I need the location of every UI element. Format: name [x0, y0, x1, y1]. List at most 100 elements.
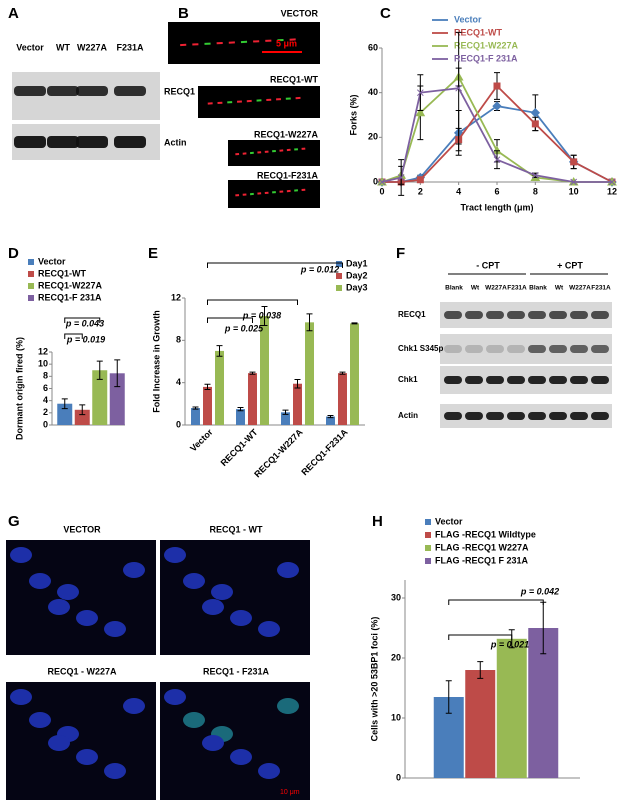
- fiber-image: [228, 140, 320, 166]
- lane-label: Wt: [471, 285, 480, 292]
- panel-label: B: [178, 5, 189, 22]
- blot-band: [528, 345, 546, 353]
- blot-band: [549, 311, 567, 319]
- y-tick-label: 20: [391, 652, 401, 662]
- annotation: p = 0.019: [66, 334, 105, 344]
- y-axis-label: Fold Increase in Growth: [151, 310, 161, 413]
- y-tick-label: 12: [171, 292, 181, 302]
- legend-label: RECQ1-W227A: [454, 40, 519, 50]
- panel-label: F: [396, 245, 405, 262]
- nucleus: [258, 763, 280, 779]
- legend-label: RECQ1-F 231A: [38, 292, 102, 302]
- x-tick-label: RECQ1-W227A: [252, 427, 305, 480]
- y-tick-label: 60: [368, 42, 378, 52]
- point: [608, 178, 616, 186]
- lane-label: Wt: [555, 285, 564, 292]
- y-tick-label: 0: [396, 772, 401, 782]
- legend-swatch: [336, 285, 342, 291]
- point: [416, 176, 424, 184]
- bar: [496, 638, 527, 778]
- nucleus: [29, 573, 51, 589]
- row-label: Chk1 S345p: [398, 344, 443, 353]
- bracket: [448, 634, 513, 640]
- blot-band: [14, 86, 46, 96]
- y-tick-label: 20: [368, 132, 378, 142]
- bar: [57, 403, 73, 425]
- point: [397, 174, 405, 181]
- cell-image: [6, 540, 156, 655]
- lane-label: Blank: [529, 285, 547, 292]
- blot-band: [549, 345, 567, 353]
- error-bar: [261, 305, 268, 327]
- error-bar: [327, 414, 334, 419]
- nucleus: [202, 735, 224, 751]
- bar: [260, 315, 269, 425]
- legend-label: FLAG -RECQ1 Wildtype: [435, 529, 536, 539]
- point: [531, 171, 539, 179]
- bracket: [448, 599, 544, 605]
- nucleus: [48, 735, 70, 751]
- x-axis-label: Tract length (μm): [460, 202, 533, 212]
- blot-band: [570, 311, 588, 319]
- nucleus: [104, 621, 126, 637]
- legend-label: RECQ1-WT: [454, 27, 502, 37]
- nucleus: [183, 573, 205, 589]
- legend-swatch: [425, 558, 431, 564]
- bar: [465, 670, 496, 778]
- blot-band: [528, 376, 546, 384]
- panel-label: H: [372, 513, 383, 530]
- error-bar: [114, 359, 121, 388]
- lane-label: W227A: [77, 42, 108, 52]
- blot-band: [465, 311, 483, 319]
- legend-label: RECQ1-WT: [38, 268, 86, 278]
- annotation: p = 0.012: [300, 264, 339, 274]
- blot-band: [114, 86, 146, 96]
- lane-label: Blank: [445, 285, 463, 292]
- x-tick-label: Vector: [188, 427, 215, 454]
- blot-band: [528, 311, 546, 319]
- bar: [326, 416, 335, 425]
- legend-label: RECQ1-F 231A: [454, 53, 518, 63]
- legend-swatch: [336, 273, 342, 279]
- bracket: [207, 317, 253, 323]
- blot-band: [591, 412, 609, 420]
- blot-band: [465, 345, 483, 353]
- x-tick-label: 2: [418, 186, 423, 196]
- nucleus: [277, 562, 299, 578]
- legend-label: RECQ1-W227A: [38, 280, 103, 290]
- error-bar: [282, 409, 289, 415]
- y-tick-label: 10: [38, 359, 48, 369]
- error-bar: [192, 406, 199, 410]
- legend-label: Vector: [454, 14, 482, 24]
- x-tick-label: 8: [533, 186, 538, 196]
- x-tick-label: 6: [494, 186, 499, 196]
- row-label: Actin: [398, 411, 418, 420]
- blot-band: [507, 311, 525, 319]
- blot-band: [444, 376, 462, 384]
- x-tick-label: 0: [379, 186, 384, 196]
- point: [415, 107, 426, 117]
- blot-band: [486, 412, 504, 420]
- error-bar: [339, 371, 346, 375]
- annotation: p = 0.038: [242, 310, 281, 320]
- nucleus: [76, 610, 98, 626]
- cell-label: RECQ1 - W227A: [47, 666, 117, 676]
- x-tick-label: RECQ1-WT: [219, 427, 260, 468]
- y-axis-label: Cells with >20 53BP1 foci (%): [369, 617, 379, 742]
- bar: [293, 383, 302, 425]
- nucleus: [277, 698, 299, 714]
- nucleus: [123, 698, 145, 714]
- blot-band: [76, 136, 108, 148]
- legend-label: FLAG -RECQ1 F 231A: [435, 555, 529, 565]
- panel-label: C: [380, 5, 391, 22]
- nucleus: [10, 689, 32, 705]
- row-label: RECQ1: [164, 86, 195, 96]
- nucleus: [230, 610, 252, 626]
- row-label: Chk1: [398, 375, 418, 384]
- nucleus: [76, 749, 98, 765]
- y-axis-label: Dormant origin fired (%): [14, 337, 24, 440]
- x-tick-label: 4: [456, 186, 461, 196]
- point: [493, 82, 501, 90]
- y-tick-label: 0: [176, 419, 181, 429]
- blot-band: [507, 412, 525, 420]
